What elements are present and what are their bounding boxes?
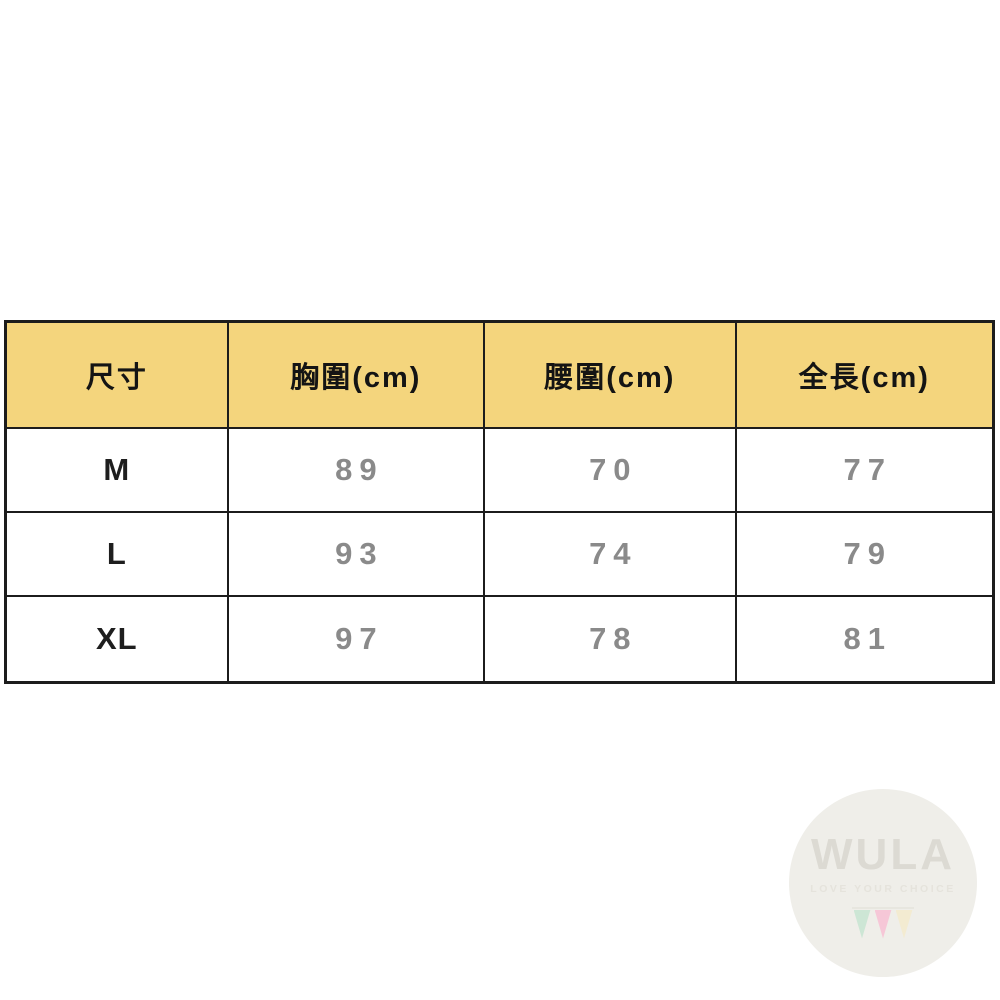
watermark-brand-text: WULA (811, 830, 955, 879)
table-row-xl: XL 97 78 81 (7, 597, 992, 681)
waist-value: 70 (485, 429, 737, 511)
table-row-m: M 89 70 77 (7, 429, 992, 513)
waist-value: 78 (485, 597, 737, 681)
size-label: M (7, 429, 229, 511)
header-cell-waist: 腰圍(cm) (485, 323, 737, 427)
green-flag-icon (853, 909, 871, 939)
table-row-l: L 93 74 79 (7, 513, 992, 597)
chest-value: 89 (229, 429, 486, 511)
header-cell-size: 尺寸 (7, 323, 229, 427)
pink-flag-icon (874, 909, 892, 939)
length-value: 79 (843, 536, 893, 571)
length-value: 77 (843, 452, 893, 487)
size-chart-table: 尺寸 胸圍(cm) 腰圍(cm) 全長(cm) M 89 70 77 L 93 … (4, 320, 995, 684)
chest-value: 93 (229, 513, 486, 595)
size-label: L (7, 513, 229, 595)
wula-watermark: WULA LOVE YOUR CHOICE (789, 789, 977, 977)
waist-value: 74 (485, 513, 737, 595)
flag-string-line (852, 907, 914, 909)
header-cell-chest: 胸圍(cm) (228, 323, 486, 427)
length-value: 81 (843, 621, 893, 656)
cream-flag-icon (895, 909, 913, 939)
chest-value: 97 (229, 597, 486, 681)
flag-banner-icon (853, 909, 913, 939)
table-header-row: 尺寸 胸圍(cm) 腰圍(cm) 全長(cm) (7, 323, 992, 429)
watermark-tagline-text: LOVE YOUR CHOICE (810, 883, 956, 895)
size-label: XL (7, 597, 229, 681)
header-cell-length: 全長(cm) (736, 323, 992, 427)
